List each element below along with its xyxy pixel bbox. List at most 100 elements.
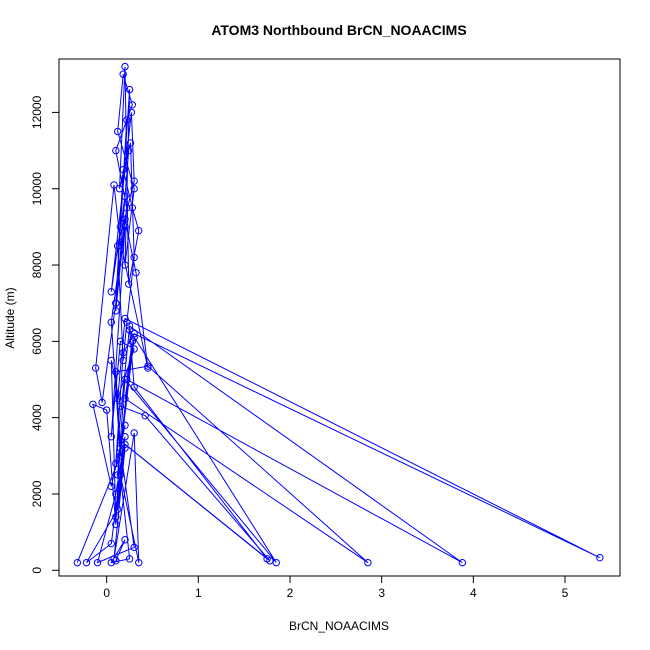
data-point xyxy=(130,330,138,338)
x-tick-label: 2 xyxy=(287,586,294,600)
y-tick-label: 2000 xyxy=(30,480,44,507)
data-point xyxy=(119,349,127,357)
data-point xyxy=(116,471,125,479)
data-point xyxy=(130,543,138,552)
data-point xyxy=(107,558,115,567)
data-point xyxy=(130,383,138,391)
x-tick-label: 1 xyxy=(195,586,202,600)
x-axis: 0 1 2 3 4 5 xyxy=(103,575,569,600)
data-point xyxy=(102,406,111,414)
data-point xyxy=(596,553,604,562)
data-point xyxy=(116,337,125,346)
data-point xyxy=(116,238,125,246)
data-point xyxy=(130,345,138,353)
data-point xyxy=(126,139,135,147)
data-point xyxy=(121,215,129,223)
data-point xyxy=(113,505,122,513)
series-layer xyxy=(73,62,604,567)
data-point xyxy=(116,402,125,410)
y-tick-label: 0 xyxy=(30,567,44,574)
data-point xyxy=(112,513,120,521)
data-point xyxy=(128,101,137,109)
data-point xyxy=(107,288,115,296)
x-tick-label: 4 xyxy=(470,586,477,600)
x-tick-label: 0 xyxy=(103,586,110,600)
data-point xyxy=(119,70,127,78)
data-point xyxy=(121,62,129,71)
data-point xyxy=(125,555,134,563)
plot-area-frame xyxy=(58,58,621,577)
data-point xyxy=(119,165,127,174)
data-point xyxy=(73,558,82,567)
data-point xyxy=(82,558,91,567)
data-point xyxy=(93,558,102,567)
data-point xyxy=(91,364,100,372)
data-point xyxy=(121,440,129,449)
data-point xyxy=(272,558,280,567)
data-point xyxy=(125,85,134,94)
data-point xyxy=(130,333,138,342)
data-point xyxy=(107,356,115,365)
data-point xyxy=(107,482,115,491)
x-tick-label: 3 xyxy=(378,586,385,600)
data-point xyxy=(128,204,137,212)
data-point xyxy=(124,280,133,288)
data-point xyxy=(107,318,115,326)
data-point xyxy=(135,558,143,567)
data-point xyxy=(141,412,149,420)
data-point xyxy=(112,368,120,376)
data-point xyxy=(121,433,129,441)
data-point xyxy=(132,268,140,277)
data-point xyxy=(116,223,125,231)
data-point xyxy=(98,398,106,407)
y-axis: 0 2000 4000 6000 8000 10000 12000 xyxy=(30,95,60,574)
data-point xyxy=(121,536,129,544)
data-point xyxy=(107,433,115,441)
data-point xyxy=(107,539,115,548)
data-point xyxy=(121,421,129,429)
data-point xyxy=(125,326,134,334)
chart-title: ATOM3 Northbound BrCN_NOAACIMS xyxy=(211,22,466,38)
data-point xyxy=(121,192,129,201)
data-point xyxy=(125,322,134,330)
data-point xyxy=(121,394,129,403)
data-point xyxy=(123,116,131,124)
data-point xyxy=(113,471,122,479)
x-axis-label: BrCN_NOAACIMS xyxy=(289,619,389,633)
data-point xyxy=(112,490,120,498)
data-point xyxy=(112,146,120,155)
data-point xyxy=(112,299,120,307)
x-tick-label: 5 xyxy=(562,586,569,600)
data-point xyxy=(116,452,125,460)
data-point xyxy=(130,253,138,262)
data-point xyxy=(266,557,274,565)
data-point xyxy=(112,557,120,565)
data-point xyxy=(121,375,129,384)
y-tick-label: 6000 xyxy=(30,328,44,355)
data-point xyxy=(89,400,97,409)
data-point xyxy=(144,362,152,370)
data-point xyxy=(112,520,120,529)
data-point xyxy=(121,223,129,231)
data-point xyxy=(130,177,138,185)
data-point xyxy=(123,204,131,212)
y-tick-label: 8000 xyxy=(30,251,44,278)
data-point xyxy=(112,459,120,468)
data-point xyxy=(135,226,143,235)
data-point xyxy=(144,364,152,372)
data-point xyxy=(116,436,125,445)
data-point xyxy=(112,307,120,315)
data-point xyxy=(121,444,129,452)
data-point xyxy=(121,314,129,323)
data-point xyxy=(458,558,467,567)
data-point xyxy=(115,185,124,193)
data-point xyxy=(130,185,138,193)
y-tick-label: 12000 xyxy=(30,95,44,129)
data-point xyxy=(116,444,125,452)
data-point xyxy=(130,429,138,437)
data-point xyxy=(121,261,129,269)
data-point xyxy=(128,337,137,346)
data-point xyxy=(113,394,122,403)
y-tick-label: 4000 xyxy=(30,404,44,431)
